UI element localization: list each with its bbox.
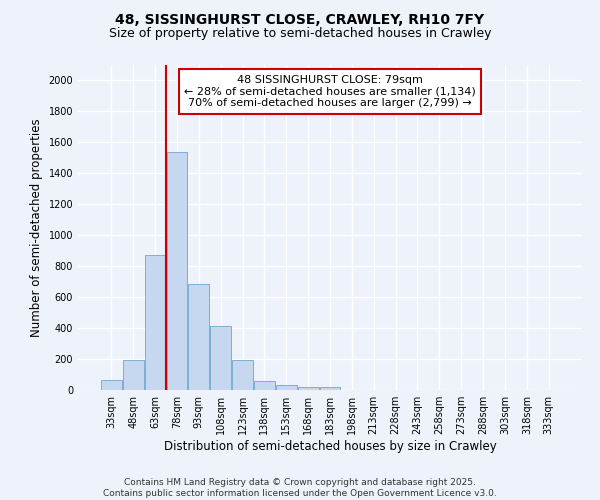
Text: Size of property relative to semi-detached houses in Crawley: Size of property relative to semi-detach… <box>109 28 491 40</box>
Bar <box>123 360 143 390</box>
Bar <box>101 380 122 390</box>
Bar <box>298 387 319 390</box>
Bar <box>167 152 187 390</box>
Bar <box>254 382 275 390</box>
Text: Contains HM Land Registry data © Crown copyright and database right 2025.
Contai: Contains HM Land Registry data © Crown c… <box>103 478 497 498</box>
Bar <box>210 326 231 390</box>
Text: 48, SISSINGHURST CLOSE, CRAWLEY, RH10 7FY: 48, SISSINGHURST CLOSE, CRAWLEY, RH10 7F… <box>115 12 485 26</box>
Bar <box>276 386 296 390</box>
X-axis label: Distribution of semi-detached houses by size in Crawley: Distribution of semi-detached houses by … <box>164 440 496 453</box>
Y-axis label: Number of semi-detached properties: Number of semi-detached properties <box>30 118 43 337</box>
Bar <box>232 360 253 390</box>
Bar <box>320 387 340 390</box>
Bar <box>145 254 166 390</box>
Bar <box>188 284 209 390</box>
Text: 48 SISSINGHURST CLOSE: 79sqm
← 28% of semi-detached houses are smaller (1,134)
7: 48 SISSINGHURST CLOSE: 79sqm ← 28% of se… <box>184 74 476 108</box>
